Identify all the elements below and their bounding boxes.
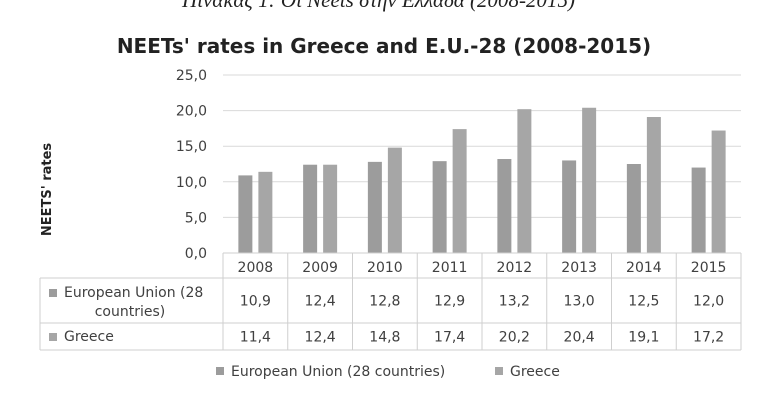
y-tick-label: 25,0 [176,68,207,84]
data-label: 12,4 [305,294,336,310]
data-label: 14,8 [369,330,400,346]
y-tick-label: 10,0 [176,175,207,191]
table-series-label: Greece [64,329,114,345]
data-label: 12,9 [434,294,465,310]
greece-bar-2012 [517,109,532,254]
data-label: 20,2 [499,330,530,346]
legend-label-eu: European Union (28 countries) [231,364,445,380]
table-series-swatch [49,289,57,297]
data-label: 10,9 [240,294,271,310]
data-label: 17,2 [693,330,724,346]
eu-bar-2013 [562,160,577,253]
data-label: 13,0 [564,294,595,310]
y-tick-label: 0,0 [185,246,207,262]
legend-swatch-greece [495,367,503,375]
figure-caption: Πίνακας 1: Οι Neets στην Ελλάδα (2008-20… [181,0,576,12]
chart-title: NEETs' rates in Greece and E.U.-28 (2008… [117,34,651,58]
greece-bar-2013 [582,107,597,253]
table-series-swatch [49,333,57,341]
x-tick-label: 2010 [367,260,403,276]
greece-bar-2015 [711,130,726,253]
greece-bar-2008 [258,171,273,253]
data-label: 19,1 [628,330,659,346]
legend-swatch-eu [216,367,224,375]
y-tick-label: 20,0 [176,104,207,120]
y-axis-label: NEETS' rates [40,143,55,237]
eu-bar-2010 [367,161,382,253]
greece-bar-2014 [646,117,661,254]
legend-label-greece: Greece [510,364,560,380]
data-label: 20,4 [564,330,595,346]
data-label: 11,4 [240,330,271,346]
greece-bar-2010 [387,147,402,253]
eu-bar-2011 [432,161,447,253]
x-tick-label: 2011 [432,260,468,276]
greece-bar-2009 [323,164,338,253]
x-tick-label: 2012 [497,260,533,276]
eu-bar-2012 [497,159,512,253]
y-tick-label: 5,0 [185,210,207,226]
data-label: 12,4 [305,330,336,346]
x-tick-label: 2008 [238,260,274,276]
table-series-label: European Union (28 [64,285,203,301]
data-label: 13,2 [499,294,530,310]
data-label: 12,8 [369,294,400,310]
data-label: 12,0 [693,294,724,310]
eu-bar-2008 [238,175,253,253]
x-tick-label: 2013 [561,260,597,276]
eu-bar-2014 [626,164,641,253]
eu-bar-2015 [691,167,706,253]
data-label: 17,4 [434,330,465,346]
table-series-label: countries) [95,304,166,320]
data-label: 12,5 [628,294,659,310]
x-tick-label: 2015 [691,260,727,276]
greece-bar-2011 [452,129,467,253]
x-tick-label: 2014 [626,260,662,276]
y-tick-label: 15,0 [176,139,207,155]
x-tick-label: 2009 [302,260,338,276]
eu-bar-2009 [303,164,318,253]
